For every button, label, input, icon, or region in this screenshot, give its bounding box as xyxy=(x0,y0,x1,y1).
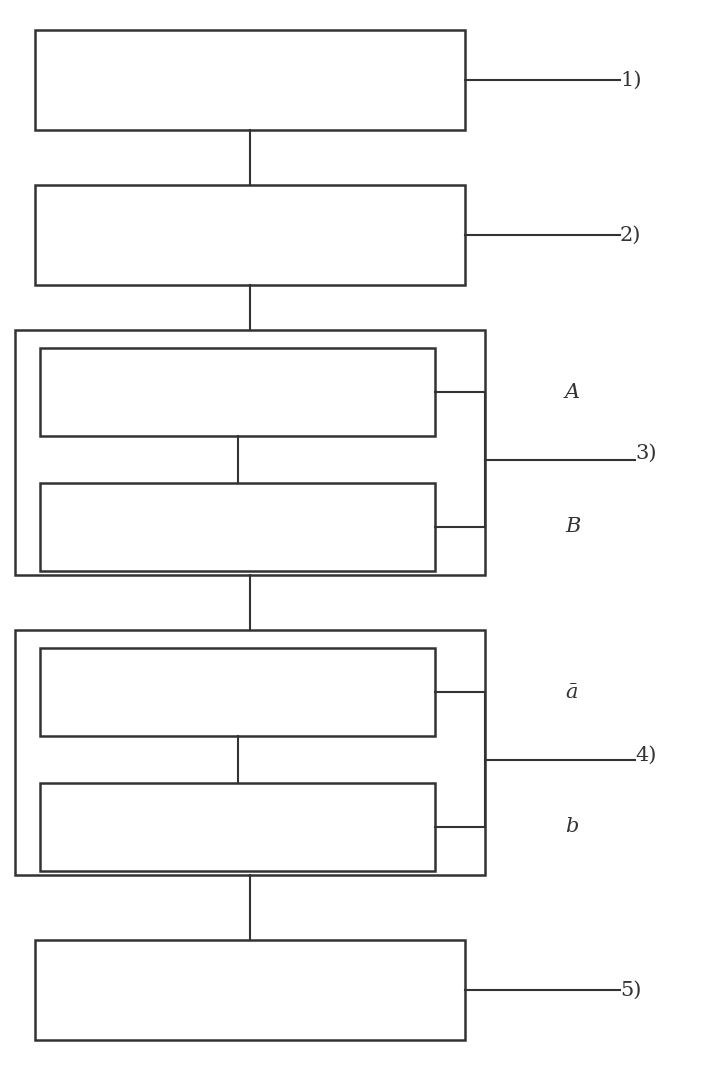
Bar xyxy=(35,940,465,1040)
Text: B: B xyxy=(565,517,581,537)
Text: 5): 5) xyxy=(620,980,641,1000)
Bar xyxy=(15,630,485,875)
Bar xyxy=(15,330,485,575)
Text: b: b xyxy=(565,817,578,837)
Bar xyxy=(35,185,465,285)
Bar xyxy=(40,648,435,736)
Text: ā: ā xyxy=(565,683,578,701)
Text: 2): 2) xyxy=(620,225,641,245)
Bar xyxy=(40,783,435,871)
Text: 1): 1) xyxy=(620,71,641,89)
Bar xyxy=(40,348,435,436)
Text: 3): 3) xyxy=(635,443,657,462)
Text: 4): 4) xyxy=(635,746,657,764)
Bar xyxy=(40,483,435,571)
Bar xyxy=(35,30,465,130)
Text: A: A xyxy=(565,383,580,401)
